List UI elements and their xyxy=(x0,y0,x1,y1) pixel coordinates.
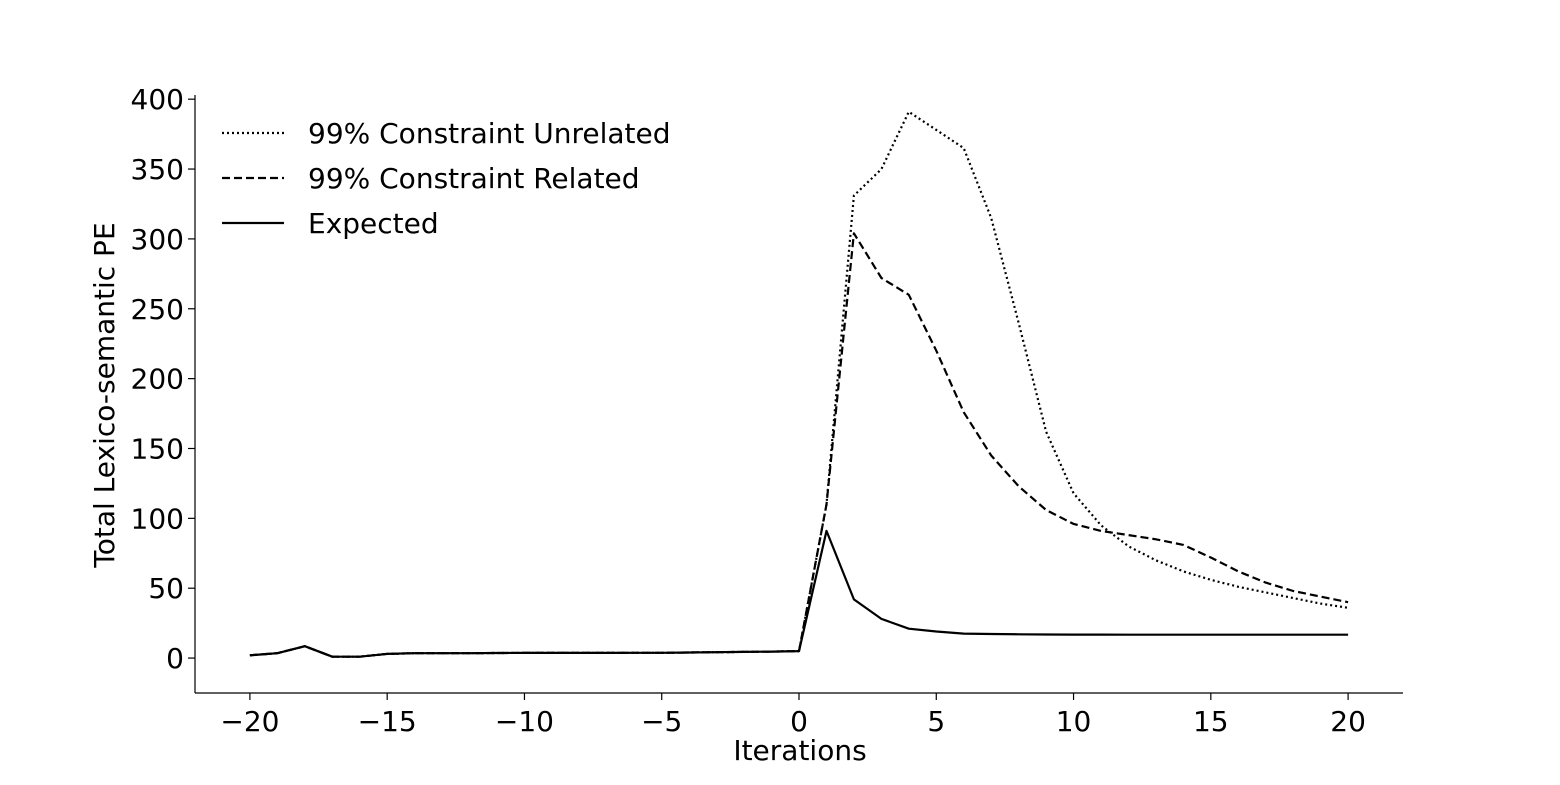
legend: 99% Constraint Unrelated 99% Constraint R… xyxy=(222,117,670,240)
y-tick-label: 50 xyxy=(148,572,184,605)
y-tick-label: 250 xyxy=(131,293,184,326)
y-tick-label: 100 xyxy=(131,502,184,535)
series-lines xyxy=(249,110,1349,658)
x-tick-label: 20 xyxy=(1330,705,1366,738)
x-tick-label: 5 xyxy=(927,705,945,738)
y-tick-label: 300 xyxy=(131,223,184,256)
series-line-2 xyxy=(249,232,1349,658)
y-tick-label: 350 xyxy=(131,153,184,186)
x-tick-label: 0 xyxy=(790,705,808,738)
legend-label-1: 99% Constraint Unrelated xyxy=(308,117,670,150)
x-tick-label: 15 xyxy=(1193,705,1229,738)
x-axis-title: Iterations xyxy=(733,734,866,767)
legend-label-3: Expected xyxy=(308,207,439,240)
x-tick-label: −20 xyxy=(220,705,279,738)
y-tick-label: 400 xyxy=(131,83,184,116)
y-tick-label: 200 xyxy=(131,363,184,396)
x-tick-label: −15 xyxy=(358,705,417,738)
y-tick-label: 150 xyxy=(131,432,184,465)
axes: −20 −15 −10 −5 0 5 10 15 20050100150200250300350… xyxy=(131,83,1403,738)
series-line-3 xyxy=(249,529,1349,658)
y-axis-title: Total Lexico-semantic PE xyxy=(88,222,121,568)
legend-label-2: 99% Constraint Related xyxy=(308,162,640,195)
x-tick-label: −5 xyxy=(641,705,682,738)
x-tick-label: 10 xyxy=(1056,705,1092,738)
x-tick-label: −10 xyxy=(495,705,554,738)
y-tick-label: 0 xyxy=(166,642,184,675)
